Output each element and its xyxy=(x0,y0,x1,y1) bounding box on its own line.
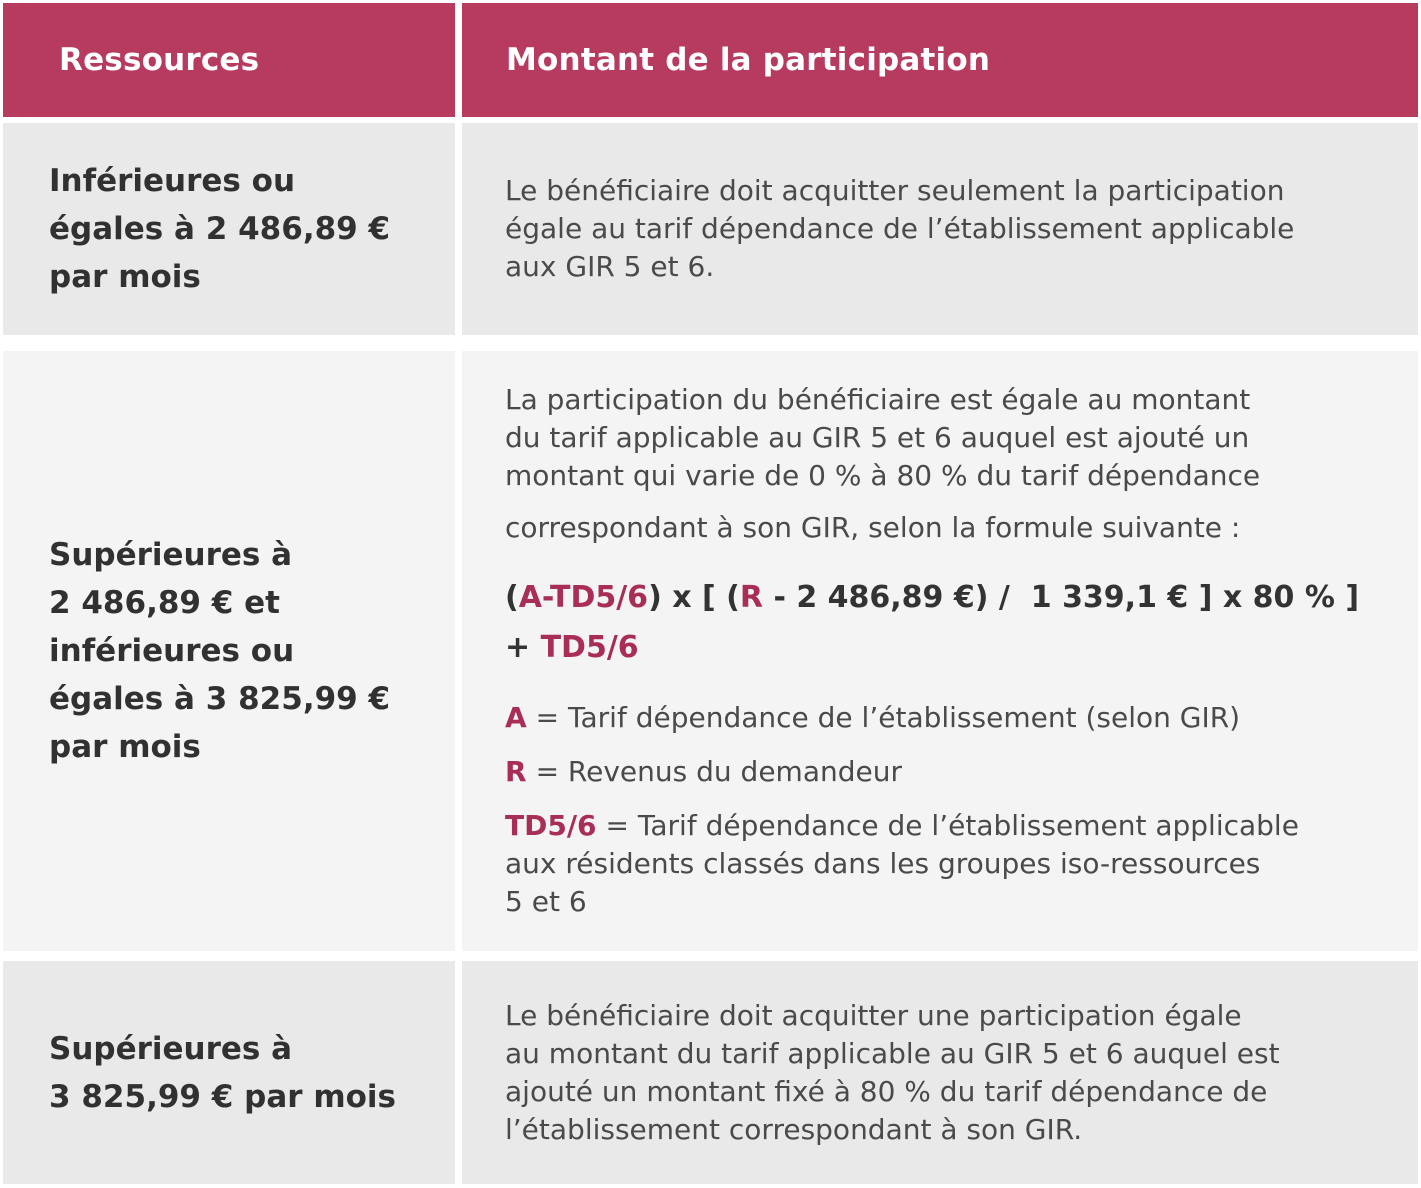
formula-tail: - 2 486,89 €) / 1 339,1 € ] x 80 % ] xyxy=(763,580,1360,615)
legend-r-definition: = Revenus du demandeur xyxy=(535,755,902,788)
legend-item-r: R = Revenus du demandeur xyxy=(505,753,1382,791)
row2-intro-more-line: correspondant à son GIR, selon la formul… xyxy=(505,511,1241,544)
row2-intro-line: montant qui varie de 0 % à 80 % du tarif… xyxy=(505,459,1261,492)
formula-open-paren: ( xyxy=(505,580,519,615)
row1-participation-line: Le bénéficiaire doit acquitter seulement… xyxy=(505,174,1285,207)
row3-resources-line: Supérieures à xyxy=(49,1030,293,1067)
legend-item-a: A = Tarif dépendance de l’établissement (… xyxy=(505,699,1382,737)
row2-resources-line: Supérieures à xyxy=(49,537,293,573)
row1-resources-cell: Inférieures ou égales à 2 486,89 € par m… xyxy=(3,123,455,335)
row3-resources-line: 3 825,99 € par mois xyxy=(49,1078,397,1115)
formula-r-term: R xyxy=(739,580,763,615)
row2-intro-line: du tarif applicable au GIR 5 et 6 auquel… xyxy=(505,421,1250,454)
table-header-row: Ressources Montant de la participation xyxy=(3,3,1418,117)
row3-participation-line: Le bénéficiaire doit acquitter une parti… xyxy=(505,998,1242,1032)
row3-participation-cell: Le bénéficiaire doit acquitter une parti… xyxy=(462,961,1418,1184)
table-row-superieures: Supérieures à 3 825,99 € par mois Le bén… xyxy=(3,961,1418,1184)
formula-td-term: TD5/6 xyxy=(540,630,639,665)
table-row-intermediaires: Supérieures à 2 486,89 € et inférieures … xyxy=(3,351,1418,951)
row1-resources-line: égales à 2 486,89 € xyxy=(49,211,391,247)
header-cell-participation: Montant de la participation xyxy=(462,3,1418,117)
participation-formula: (A-TD5/6) x [ (R - 2 486,89 €) / 1 339,1… xyxy=(505,573,1382,673)
table-row-inferieures: Inférieures ou égales à 2 486,89 € par m… xyxy=(3,123,1418,335)
row2-resources-line: égales à 3 825,99 € xyxy=(49,681,391,717)
legend-r-line: R = Revenus du demandeur xyxy=(505,753,1382,791)
formula-line-1: (A-TD5/6) x [ (R - 2 486,89 €) / 1 339,1… xyxy=(505,573,1382,623)
row1-participation-text: Le bénéficiaire doit acquitter seulement… xyxy=(505,172,1382,286)
row3-resources-heading: Supérieures à 3 825,99 € par mois xyxy=(49,1025,435,1121)
row3-participation-line: ajouté un montant fixé à 80 % du tarif d… xyxy=(505,1074,1268,1108)
legend-td56-term: TD5/6 xyxy=(505,809,597,842)
legend-a-line: A = Tarif dépendance de l’établissement (… xyxy=(505,699,1382,737)
legend-a-definition: = Tarif dépendance de l’établissement (s… xyxy=(535,701,1241,734)
row2-resources-heading: Supérieures à 2 486,89 € et inférieures … xyxy=(49,531,435,771)
row1-resources-line: par mois xyxy=(49,259,201,295)
row1-resources-line: Inférieures ou xyxy=(49,163,296,199)
formula-plus: + xyxy=(505,630,541,665)
row3-resources-cell: Supérieures à 3 825,99 € par mois xyxy=(3,961,455,1184)
formula-line-2: + TD5/6 xyxy=(505,623,1382,673)
row2-intro-text: La participation du bénéficiaire est éga… xyxy=(505,381,1382,547)
row1-participation-line: égale au tarif dépendance de l’établisse… xyxy=(505,212,1295,245)
row2-participation-cell: La participation du bénéficiaire est éga… xyxy=(462,351,1418,951)
legend-a-term: A xyxy=(505,701,527,734)
row1-participation-line: aux GIR 5 et 6. xyxy=(505,250,715,283)
legend-r-term: R xyxy=(505,755,527,788)
formula-middle: ) x [ ( xyxy=(648,580,740,615)
formula-legend: A = Tarif dépendance de l’établissement (… xyxy=(505,699,1382,921)
header-label-resources: Ressources xyxy=(59,42,260,78)
legend-td56-definition-line: aux résidents classés dans les groupes i… xyxy=(505,847,1261,880)
header-label-participation: Montant de la participation xyxy=(506,42,991,78)
legend-td56-definition: = Tarif dépendance de l’établissement ap… xyxy=(605,809,1299,842)
row3-participation-line: au montant du tarif applicable au GIR 5 … xyxy=(505,1036,1280,1070)
formula-a-term: A-TD5/6 xyxy=(518,580,649,615)
row2-intro-line: La participation du bénéficiaire est éga… xyxy=(505,383,1251,416)
row1-resources-heading: Inférieures ou égales à 2 486,89 € par m… xyxy=(49,157,435,301)
row2-resources-line: inférieures ou xyxy=(49,633,295,669)
row3-participation-text: Le bénéficiaire doit acquitter une parti… xyxy=(505,997,1382,1149)
legend-item-td56: TD5/6 = Tarif dépendance de l’établisseme… xyxy=(505,807,1382,921)
row3-participation-line: l’établissement correspondant à son GIR. xyxy=(505,1112,1083,1146)
legend-td56-line: TD5/6 = Tarif dépendance de l’établisseme… xyxy=(505,807,1382,845)
row2-resources-cell: Supérieures à 2 486,89 € et inférieures … xyxy=(3,351,455,951)
row2-resources-line: 2 486,89 € et xyxy=(49,585,280,621)
row1-participation-cell: Le bénéficiaire doit acquitter seulement… xyxy=(462,123,1418,335)
legend-td56-definition-line: 5 et 6 xyxy=(505,885,587,918)
header-cell-resources: Ressources xyxy=(3,3,455,117)
row2-resources-line: par mois xyxy=(49,729,201,765)
